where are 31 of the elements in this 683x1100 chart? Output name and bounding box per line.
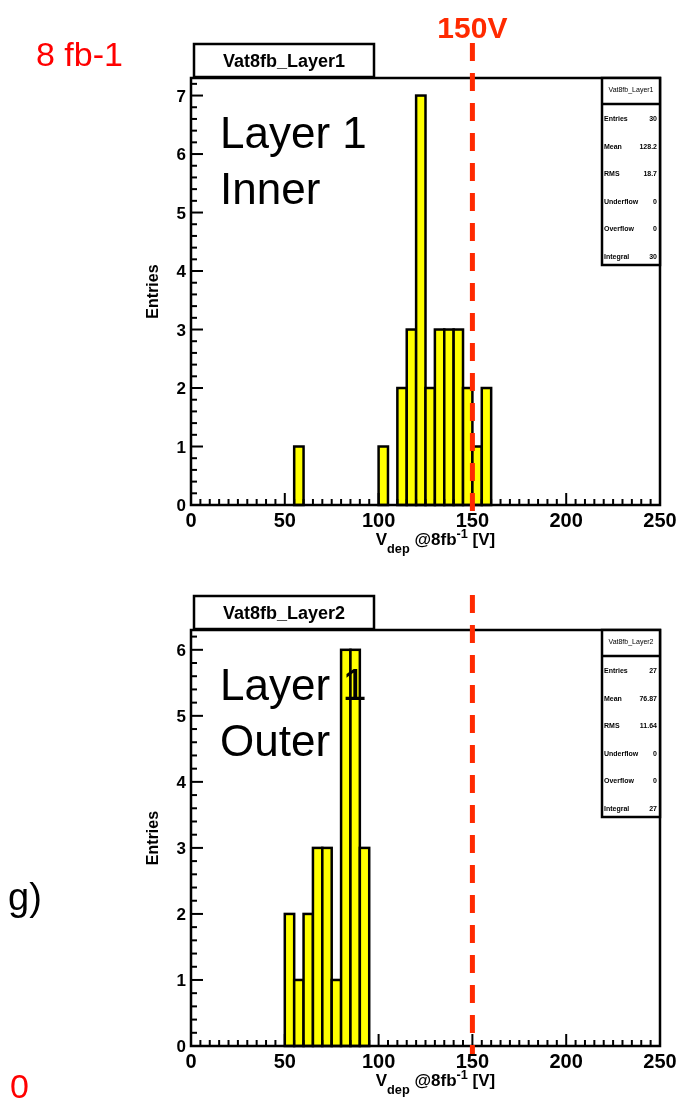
y-tick-label: 3 xyxy=(176,838,186,858)
x-tick-label: 250 xyxy=(643,509,677,531)
chart-title: Vat8fb_Layer2 xyxy=(222,603,346,623)
annotation: Layer 1 Inner xyxy=(220,108,367,213)
text: 8 fb-1 xyxy=(36,35,123,73)
y-tick-label: 3 xyxy=(176,320,186,340)
x-tick-label: 50 xyxy=(273,1050,296,1072)
y-axis-title: Entries xyxy=(144,810,161,866)
x-tick-label: 100 xyxy=(361,1050,396,1072)
y-tick-label: 4 xyxy=(176,772,187,792)
x-tick-label: 250 xyxy=(643,1050,677,1072)
x-tick-label: 200 xyxy=(549,509,583,531)
y-tick-label: 1 xyxy=(176,970,186,990)
y-axis-title: Entries xyxy=(144,264,161,319)
x-tick-label: 50 xyxy=(273,509,296,531)
y-tick-label: 7 xyxy=(176,86,186,106)
chart-title: Vat8fb_Layer1 xyxy=(222,51,346,71)
text: g) xyxy=(8,876,42,918)
y-tick-label: 6 xyxy=(176,640,186,660)
y-tick-label: 5 xyxy=(176,706,186,726)
y-tick-label: 4 xyxy=(176,262,187,282)
x-tick-label: 200 xyxy=(549,1050,583,1072)
y-tick-label: 0 xyxy=(176,496,186,515)
y-tick-label: 0 xyxy=(176,1037,186,1056)
y-tick-label: 6 xyxy=(176,145,186,165)
y-tick-label: 5 xyxy=(176,203,186,223)
ref-line-label: 150V xyxy=(437,11,508,44)
y-tick-label: 2 xyxy=(176,904,186,924)
y-tick-label: 1 xyxy=(176,437,186,457)
x-tick-label: 100 xyxy=(361,509,396,531)
y-tick-label: 2 xyxy=(176,379,186,399)
